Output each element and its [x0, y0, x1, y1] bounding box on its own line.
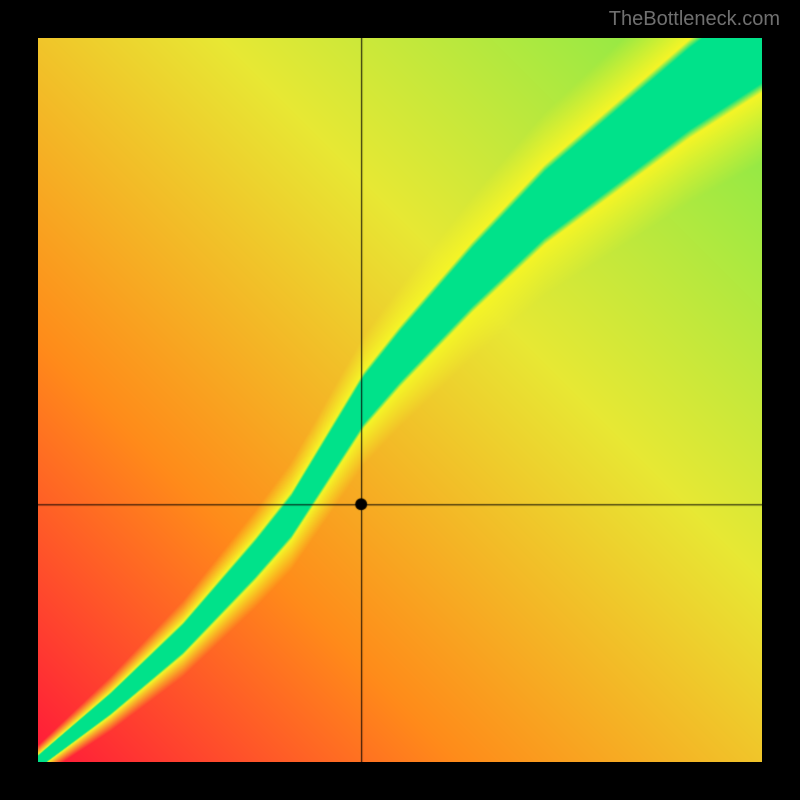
- heatmap-canvas: [38, 38, 762, 762]
- watermark-text: TheBottleneck.com: [609, 8, 780, 31]
- heatmap-plot: [38, 38, 762, 762]
- chart-container: TheBottleneck.com: [0, 0, 800, 800]
